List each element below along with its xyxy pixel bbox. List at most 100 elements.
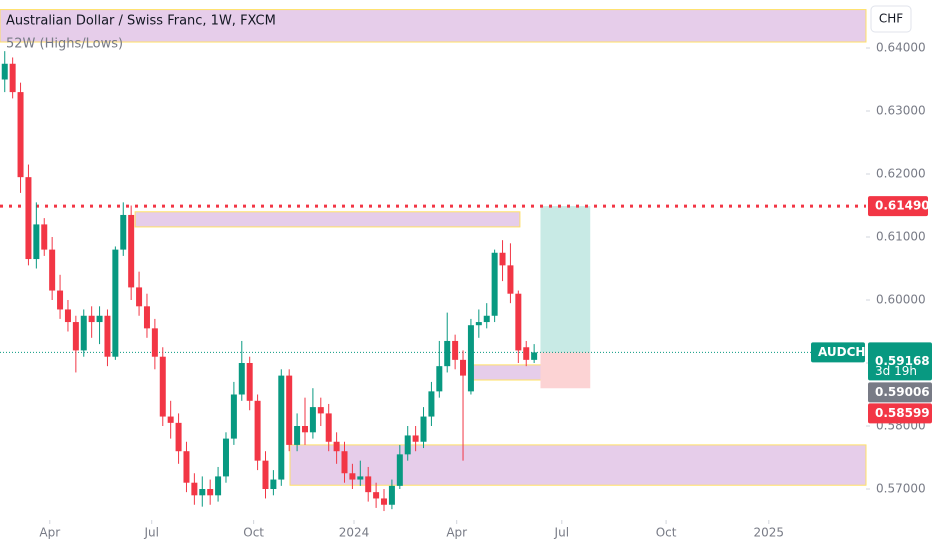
y-tick-label: 0.62000 xyxy=(876,167,926,181)
x-tick-label: Apr xyxy=(446,526,467,540)
candle-body xyxy=(460,359,467,376)
candle-body xyxy=(143,306,150,329)
candle-body xyxy=(531,352,538,360)
candle-body xyxy=(420,416,427,442)
zone xyxy=(0,9,867,43)
candle-body xyxy=(333,441,340,452)
candle-body xyxy=(483,315,490,323)
candle-body xyxy=(72,322,79,351)
x-tick-label: Apr xyxy=(39,526,60,540)
candle-body xyxy=(404,435,411,455)
plot xyxy=(0,9,867,512)
candle-body xyxy=(136,287,143,307)
candle-body xyxy=(388,485,395,505)
candle-body xyxy=(452,340,459,360)
candle-body xyxy=(175,422,182,452)
candle-body xyxy=(278,375,285,480)
candle-body xyxy=(64,309,71,323)
zone xyxy=(134,211,521,228)
candle-body xyxy=(49,249,56,291)
y-tick-label: 0.63000 xyxy=(876,104,926,118)
candle-body xyxy=(444,340,451,367)
y-tick-label: 0.60000 xyxy=(876,293,926,307)
candle-body xyxy=(88,315,95,323)
candle-body xyxy=(199,489,206,496)
candle-body xyxy=(523,347,530,360)
last-price-label: 0.59168 xyxy=(875,354,930,368)
candle-body xyxy=(222,438,229,477)
price-label: 0.59006 xyxy=(875,385,930,399)
candle-body xyxy=(80,315,87,351)
candle-body xyxy=(325,413,332,442)
price-label-box xyxy=(868,382,932,403)
candle-body xyxy=(396,454,403,486)
position-target xyxy=(540,206,591,353)
candle-body xyxy=(191,482,198,496)
candle-body xyxy=(96,315,103,323)
candle-body xyxy=(9,63,16,93)
candle-body xyxy=(17,92,24,178)
price-label: 0.58599 xyxy=(875,406,930,420)
candle-body xyxy=(309,407,316,433)
chart-title: Australian Dollar / Swiss Franc, 1W, FXC… xyxy=(6,14,276,29)
countdown: 3d 19h xyxy=(875,364,917,378)
candle-body xyxy=(207,489,214,496)
currency[interactable]: CHF xyxy=(879,12,903,26)
candle-body xyxy=(357,476,364,480)
candle-body xyxy=(294,426,301,445)
y-tick-label: 0.64000 xyxy=(876,41,926,55)
candle-body xyxy=(25,177,32,260)
x-tick-label: Oct xyxy=(243,526,264,540)
level-label-box xyxy=(868,196,928,217)
price-label-box xyxy=(868,403,932,424)
candle-body xyxy=(230,394,237,439)
currency-box[interactable] xyxy=(870,5,912,33)
candle-body xyxy=(381,498,388,505)
candle-body xyxy=(41,224,48,250)
candle-body xyxy=(254,400,261,461)
zone xyxy=(289,444,867,486)
candle-body xyxy=(412,435,419,442)
level-label: 0.61490 xyxy=(875,199,930,213)
candle-body xyxy=(104,315,111,357)
candle-body xyxy=(151,328,158,357)
candle-body xyxy=(317,407,324,414)
candle-body xyxy=(428,391,435,417)
x-tick-label: Jul xyxy=(554,526,569,540)
x-tick-label: 2025 xyxy=(754,526,785,540)
candle-body xyxy=(365,476,372,493)
candle-body xyxy=(57,290,64,310)
position-stop xyxy=(540,352,591,389)
candle-body xyxy=(183,451,190,483)
candle-body xyxy=(167,416,174,423)
candle-body xyxy=(112,249,119,357)
candle-body xyxy=(349,473,356,480)
candle-body xyxy=(373,492,380,499)
y-tick-label: 0.57000 xyxy=(876,482,926,496)
candle-body xyxy=(467,325,474,392)
chart-subtitle: 52W (Highs/Lows) xyxy=(6,37,123,52)
candle-body xyxy=(507,265,514,294)
symbol-label: AUDCHF xyxy=(818,345,874,359)
candle-body xyxy=(262,460,269,490)
candle-body xyxy=(159,356,166,417)
candle-body xyxy=(341,451,348,474)
candle-body xyxy=(301,426,308,433)
last-price-label-box xyxy=(868,342,932,381)
candle-body xyxy=(475,322,482,326)
candle-body xyxy=(33,224,40,260)
candle-body xyxy=(238,363,245,395)
candle-body xyxy=(1,63,8,80)
candle-body xyxy=(491,252,498,316)
candle-body xyxy=(120,214,127,250)
symbol-label-box xyxy=(811,342,865,363)
candle-body xyxy=(270,479,277,490)
candle-body xyxy=(499,252,506,266)
candle-body xyxy=(246,363,253,401)
candle-body xyxy=(515,293,522,351)
y-tick-label: 0.61000 xyxy=(876,230,926,244)
x-tick-label: Oct xyxy=(656,526,677,540)
x-tick-label: 2024 xyxy=(339,526,370,540)
